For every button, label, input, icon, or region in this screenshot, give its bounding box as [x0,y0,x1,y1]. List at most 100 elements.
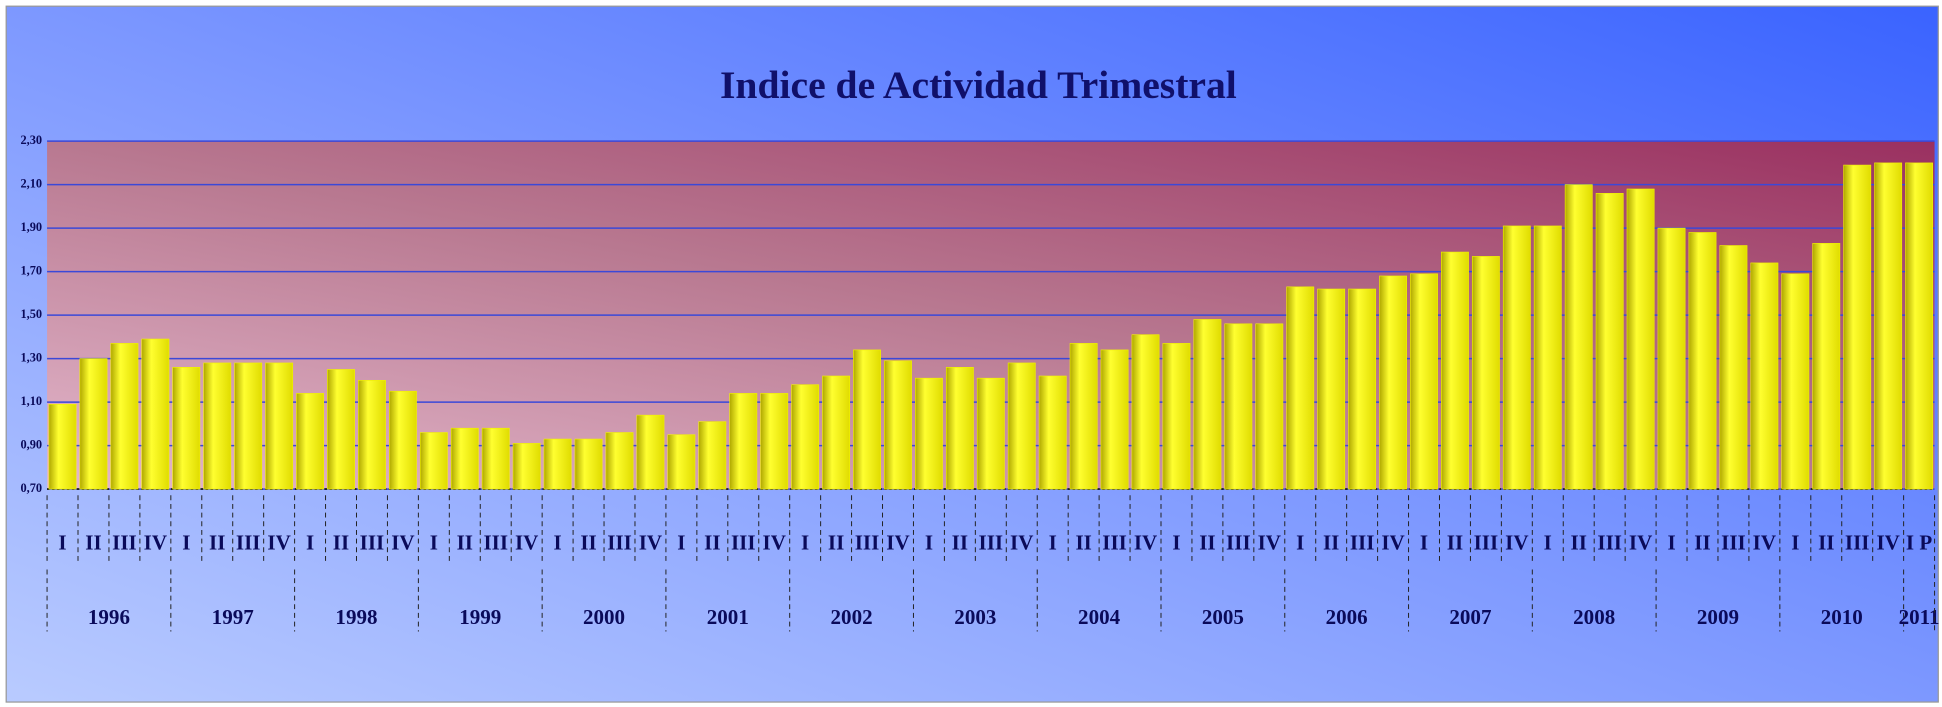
x-tick-label: II [704,531,720,555]
bar [543,438,572,490]
year-label: 1998 [335,605,377,629]
year-label: 2007 [1449,605,1492,629]
bar [1595,193,1624,490]
bar [1410,273,1438,490]
bar [1750,262,1779,490]
x-tick-label: III [1350,531,1375,555]
year-label: 2000 [583,605,625,629]
year-label: 2001 [707,605,749,629]
bar [1688,232,1717,490]
x-tick-label: IV [1629,531,1652,555]
bar [760,393,789,490]
year-label: 2009 [1697,605,1739,629]
year-label: 2011 [1899,605,1940,629]
x-tick-label: II [1199,531,1215,555]
bar [945,366,974,490]
year-label: 1996 [88,605,130,629]
bar [1379,275,1407,490]
bar [791,384,820,490]
bar [1348,288,1377,490]
x-tick-label: I [1049,531,1057,555]
bar [1255,323,1284,490]
x-tick-label: IV [639,531,662,555]
x-tick-label: I [58,531,66,555]
x-tick-label: I [1544,531,1552,555]
bar [1441,251,1469,490]
y-tick-label: 0,90 [20,437,42,451]
bar [1224,323,1253,490]
x-tick-label: I [925,531,933,555]
bar [172,366,201,490]
x-tick-label: I [1296,531,1304,555]
y-tick-label: 2,30 [20,133,42,147]
bar [110,343,139,490]
bar [48,403,77,490]
bar [1471,256,1500,490]
x-tick-label: III [1474,531,1499,555]
x-tick-label: III [1845,531,1870,555]
y-tick-label: 0,70 [20,481,42,495]
y-tick-label: 1,10 [20,394,42,408]
year-label: 1999 [459,605,501,629]
bar [636,414,665,490]
x-tick-label: IV [1876,531,1899,555]
bar [1317,288,1346,490]
year-label: 2010 [1821,605,1863,629]
x-tick-label: I P [1906,531,1932,555]
bar [853,349,881,490]
x-tick-label: IV [1505,531,1528,555]
bar [574,438,603,490]
x-tick-label: III [731,531,756,555]
bar [79,358,108,490]
bar [141,338,170,490]
x-tick-label: IV [1010,531,1033,555]
year-label: 2002 [831,605,873,629]
x-tick-label: III [607,531,632,555]
x-tick-label: II [1447,531,1463,555]
bar [698,421,727,490]
bar [1100,349,1129,490]
x-tick-label: II [580,531,596,555]
x-tick-label: IV [515,531,538,555]
x-tick-label: II [952,531,968,555]
bar [1131,334,1160,490]
bar [1874,162,1903,490]
x-tick-label: I [306,531,314,555]
x-tick-label: III [112,531,137,555]
x-tick-label: II [1818,531,1834,555]
bar [512,443,541,490]
x-tick-label: II [209,531,225,555]
year-label: 2008 [1573,605,1615,629]
bar [419,432,448,490]
bar [1069,343,1098,490]
x-tick-label: II [333,531,349,555]
x-tick-label: III [360,531,385,555]
x-tick-label: III [855,531,880,555]
x-tick-label: I [430,531,438,555]
x-tick-label: I [801,531,809,555]
x-tick-label: IV [1258,531,1281,555]
y-tick-label: 1,90 [20,220,42,234]
x-tick-label: II [1323,531,1339,555]
bar [1781,273,1810,490]
x-tick-label: IV [267,531,290,555]
y-tick-label: 2,10 [20,176,42,190]
bar [1564,184,1593,490]
x-tick-label: II [828,531,844,555]
x-tick-label: III [1597,531,1622,555]
x-tick-label: I [1172,531,1180,555]
bar [1533,225,1562,490]
x-tick-label: III [979,531,1004,555]
bar [822,375,851,490]
bar [203,362,232,490]
bar [1905,162,1934,490]
bar [1193,319,1222,490]
x-tick-label: IV [391,531,414,555]
x-tick-label: IV [763,531,786,555]
bar [1007,362,1036,490]
year-label: 2005 [1202,605,1244,629]
bar [1038,375,1067,490]
bar [915,377,943,490]
bar [296,393,325,490]
